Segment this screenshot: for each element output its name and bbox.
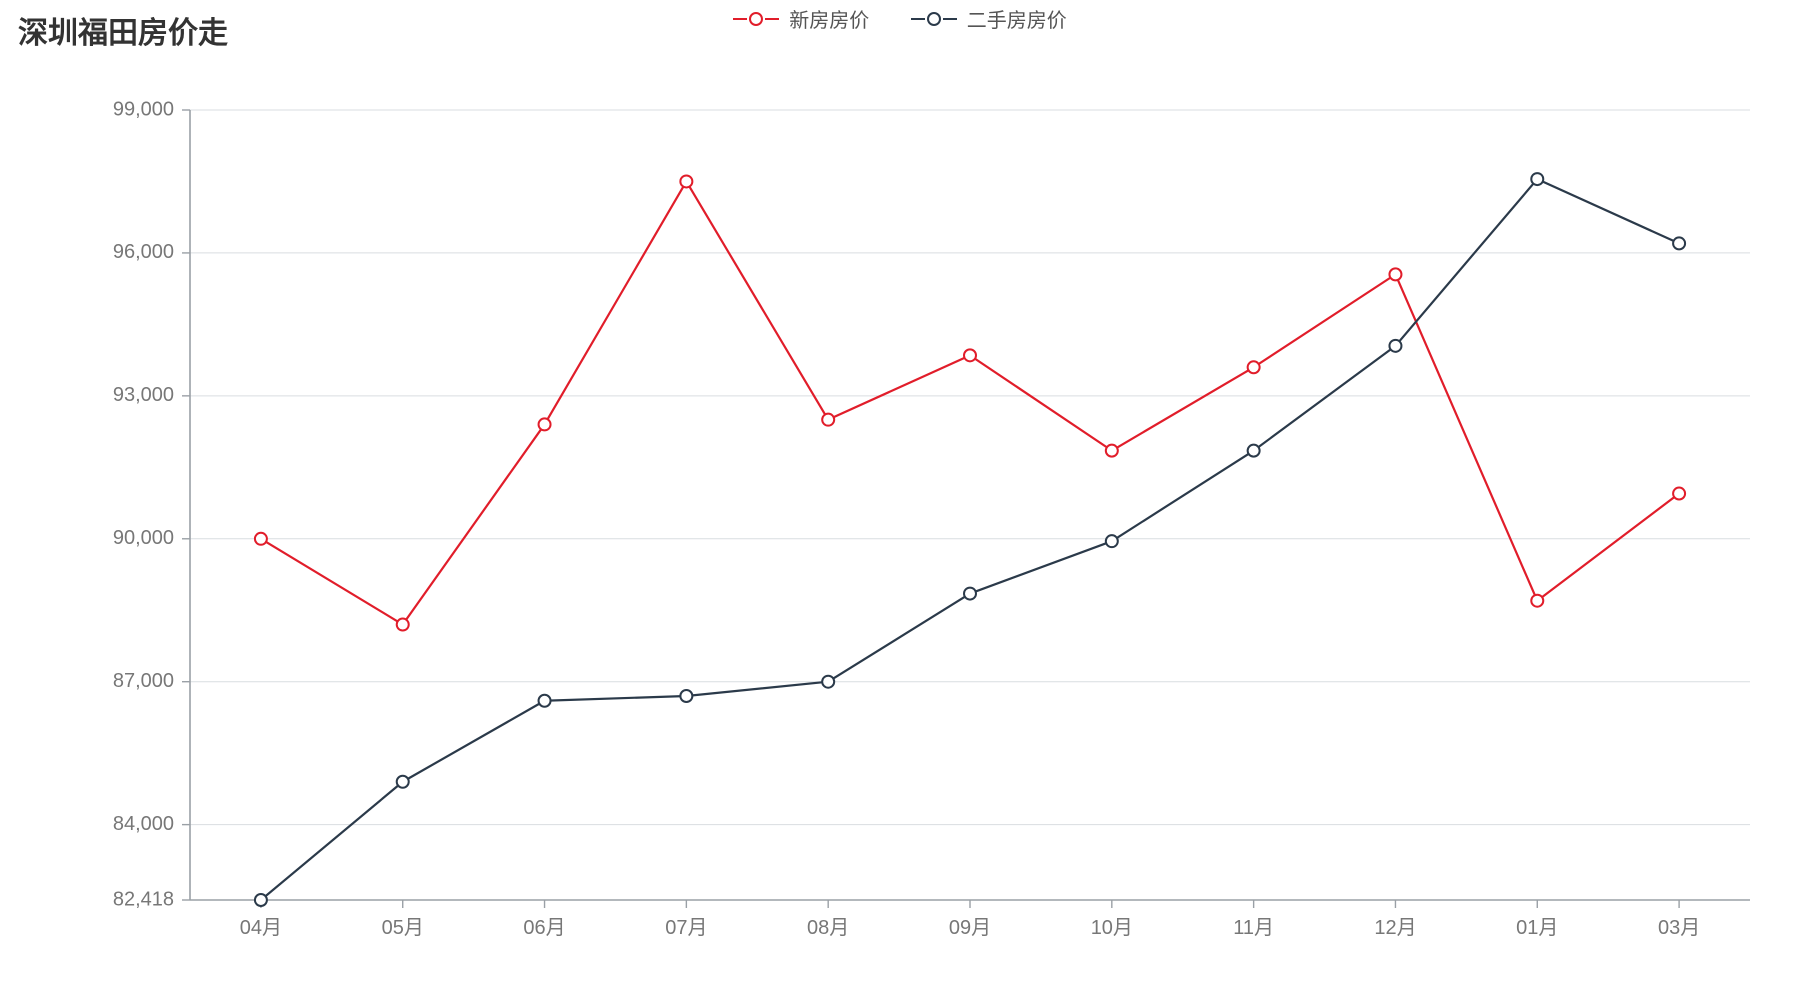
y-tick-label: 93,000	[113, 384, 174, 406]
x-tick-label: 03月	[1658, 917, 1700, 939]
series-marker	[822, 414, 834, 426]
series-marker	[964, 349, 976, 361]
series-line	[261, 179, 1679, 900]
y-tick-label: 84,000	[113, 813, 174, 835]
series-marker	[539, 695, 551, 707]
x-tick-label: 04月	[240, 917, 282, 939]
y-tick-label: 99,000	[113, 98, 174, 120]
series-marker	[1389, 340, 1401, 352]
series-marker	[397, 776, 409, 788]
x-tick-label: 09月	[949, 917, 991, 939]
series-marker	[1673, 488, 1685, 500]
series-marker	[822, 676, 834, 688]
series-marker	[1673, 237, 1685, 249]
series-marker	[255, 533, 267, 545]
chart-plot-area: 82,418 84,000 87,000 90,000 93,000 96,000 99,0…	[0, 0, 1800, 1000]
series-marker	[680, 175, 692, 187]
series-line	[261, 181, 1679, 624]
series-marker	[1389, 268, 1401, 280]
x-tick-label: 08月	[807, 917, 849, 939]
series-marker	[964, 588, 976, 600]
y-tick-label: 82,418	[113, 888, 174, 910]
series-marker	[255, 894, 267, 906]
x-tick-label: 06月	[523, 917, 565, 939]
x-tick-label: 11月	[1233, 917, 1274, 939]
x-tick-label: 10月	[1091, 917, 1133, 939]
x-tick-label: 05月	[382, 917, 424, 939]
series-marker	[1531, 595, 1543, 607]
series-marker	[680, 690, 692, 702]
y-tick-label: 90,000	[113, 527, 174, 549]
series-marker	[1248, 361, 1260, 373]
x-tick-label: 12月	[1374, 917, 1416, 939]
series-marker	[1531, 173, 1543, 185]
y-tick-label: 96,000	[113, 241, 174, 263]
series-marker	[539, 418, 551, 430]
y-tick-label: 87,000	[113, 670, 174, 692]
x-tick-label: 07月	[665, 917, 707, 939]
x-tick-label: 01月	[1516, 917, 1558, 939]
series-marker	[397, 619, 409, 631]
series-marker	[1106, 535, 1118, 547]
series-marker	[1248, 445, 1260, 457]
series-marker	[1106, 445, 1118, 457]
